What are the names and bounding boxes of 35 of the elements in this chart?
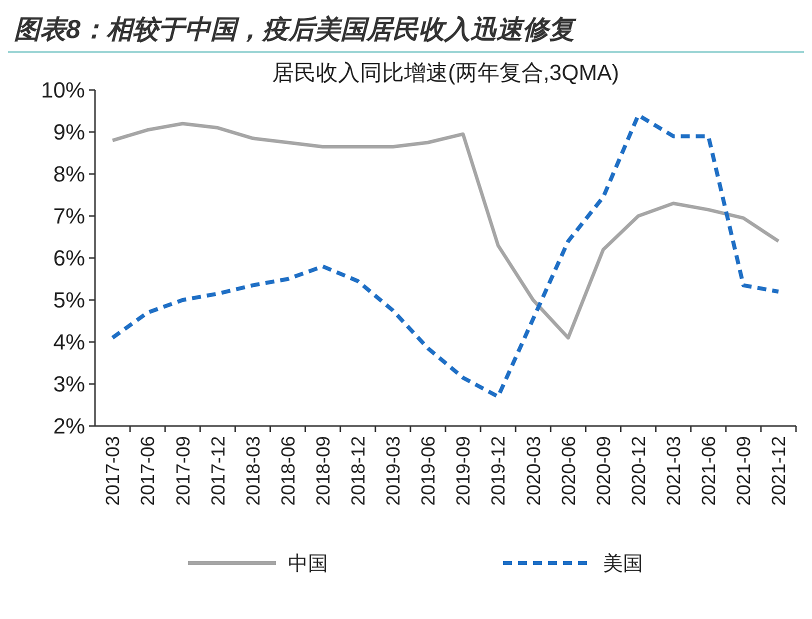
x-tick-label: 2021-09 xyxy=(734,436,756,506)
y-tick-label: 6% xyxy=(53,246,85,271)
x-tick-label: 2018-03 xyxy=(243,436,264,506)
x-tick-label: 2019-03 xyxy=(384,436,405,506)
line-series xyxy=(110,113,780,399)
y-tick-label: 7% xyxy=(53,204,85,229)
y-tick-label: 9% xyxy=(53,120,85,145)
x-tick-label: 2020-03 xyxy=(524,436,545,506)
y-tick-label: 2% xyxy=(53,414,85,439)
x-tick-label: 2019-09 xyxy=(454,436,475,506)
x-tick-label: 2020-09 xyxy=(594,436,615,506)
x-tick-label: 2018-06 xyxy=(278,436,300,506)
x-tick-label: 2017-12 xyxy=(208,436,230,506)
x-tick-label: 2021-12 xyxy=(769,436,790,506)
y-tick-label: 5% xyxy=(53,288,85,313)
x-tick-label: 2017-09 xyxy=(173,436,194,506)
x-tick-label: 2020-12 xyxy=(628,436,650,506)
x-tick-label: 2018-12 xyxy=(348,436,370,506)
x-tick-label: 2021-06 xyxy=(699,436,720,506)
x-tick-label: 2017-03 xyxy=(103,436,124,506)
legend-label: 中国 xyxy=(288,553,328,575)
chart-subtitle: 居民收入同比增速(两年复合,3QMA) xyxy=(272,60,620,85)
line-series xyxy=(110,122,780,340)
chart-title: 图表8：相较于中国，疫后美国居民收入迅速修复 xyxy=(14,14,576,44)
y-tick-label: 10% xyxy=(40,78,85,103)
x-tick-label: 2017-06 xyxy=(138,436,160,506)
x-tick-label: 2019-06 xyxy=(418,436,440,506)
x-tick-label: 2019-12 xyxy=(488,436,510,506)
legend-label: 美国 xyxy=(603,552,643,575)
x-tick-label: 2018-09 xyxy=(313,436,334,506)
x-tick-label: 2021-03 xyxy=(664,436,685,506)
y-tick-label: 4% xyxy=(53,330,85,355)
y-tick-label: 8% xyxy=(53,162,85,187)
x-tick-label: 2020-06 xyxy=(558,436,580,506)
y-tick-label: 3% xyxy=(53,372,85,397)
